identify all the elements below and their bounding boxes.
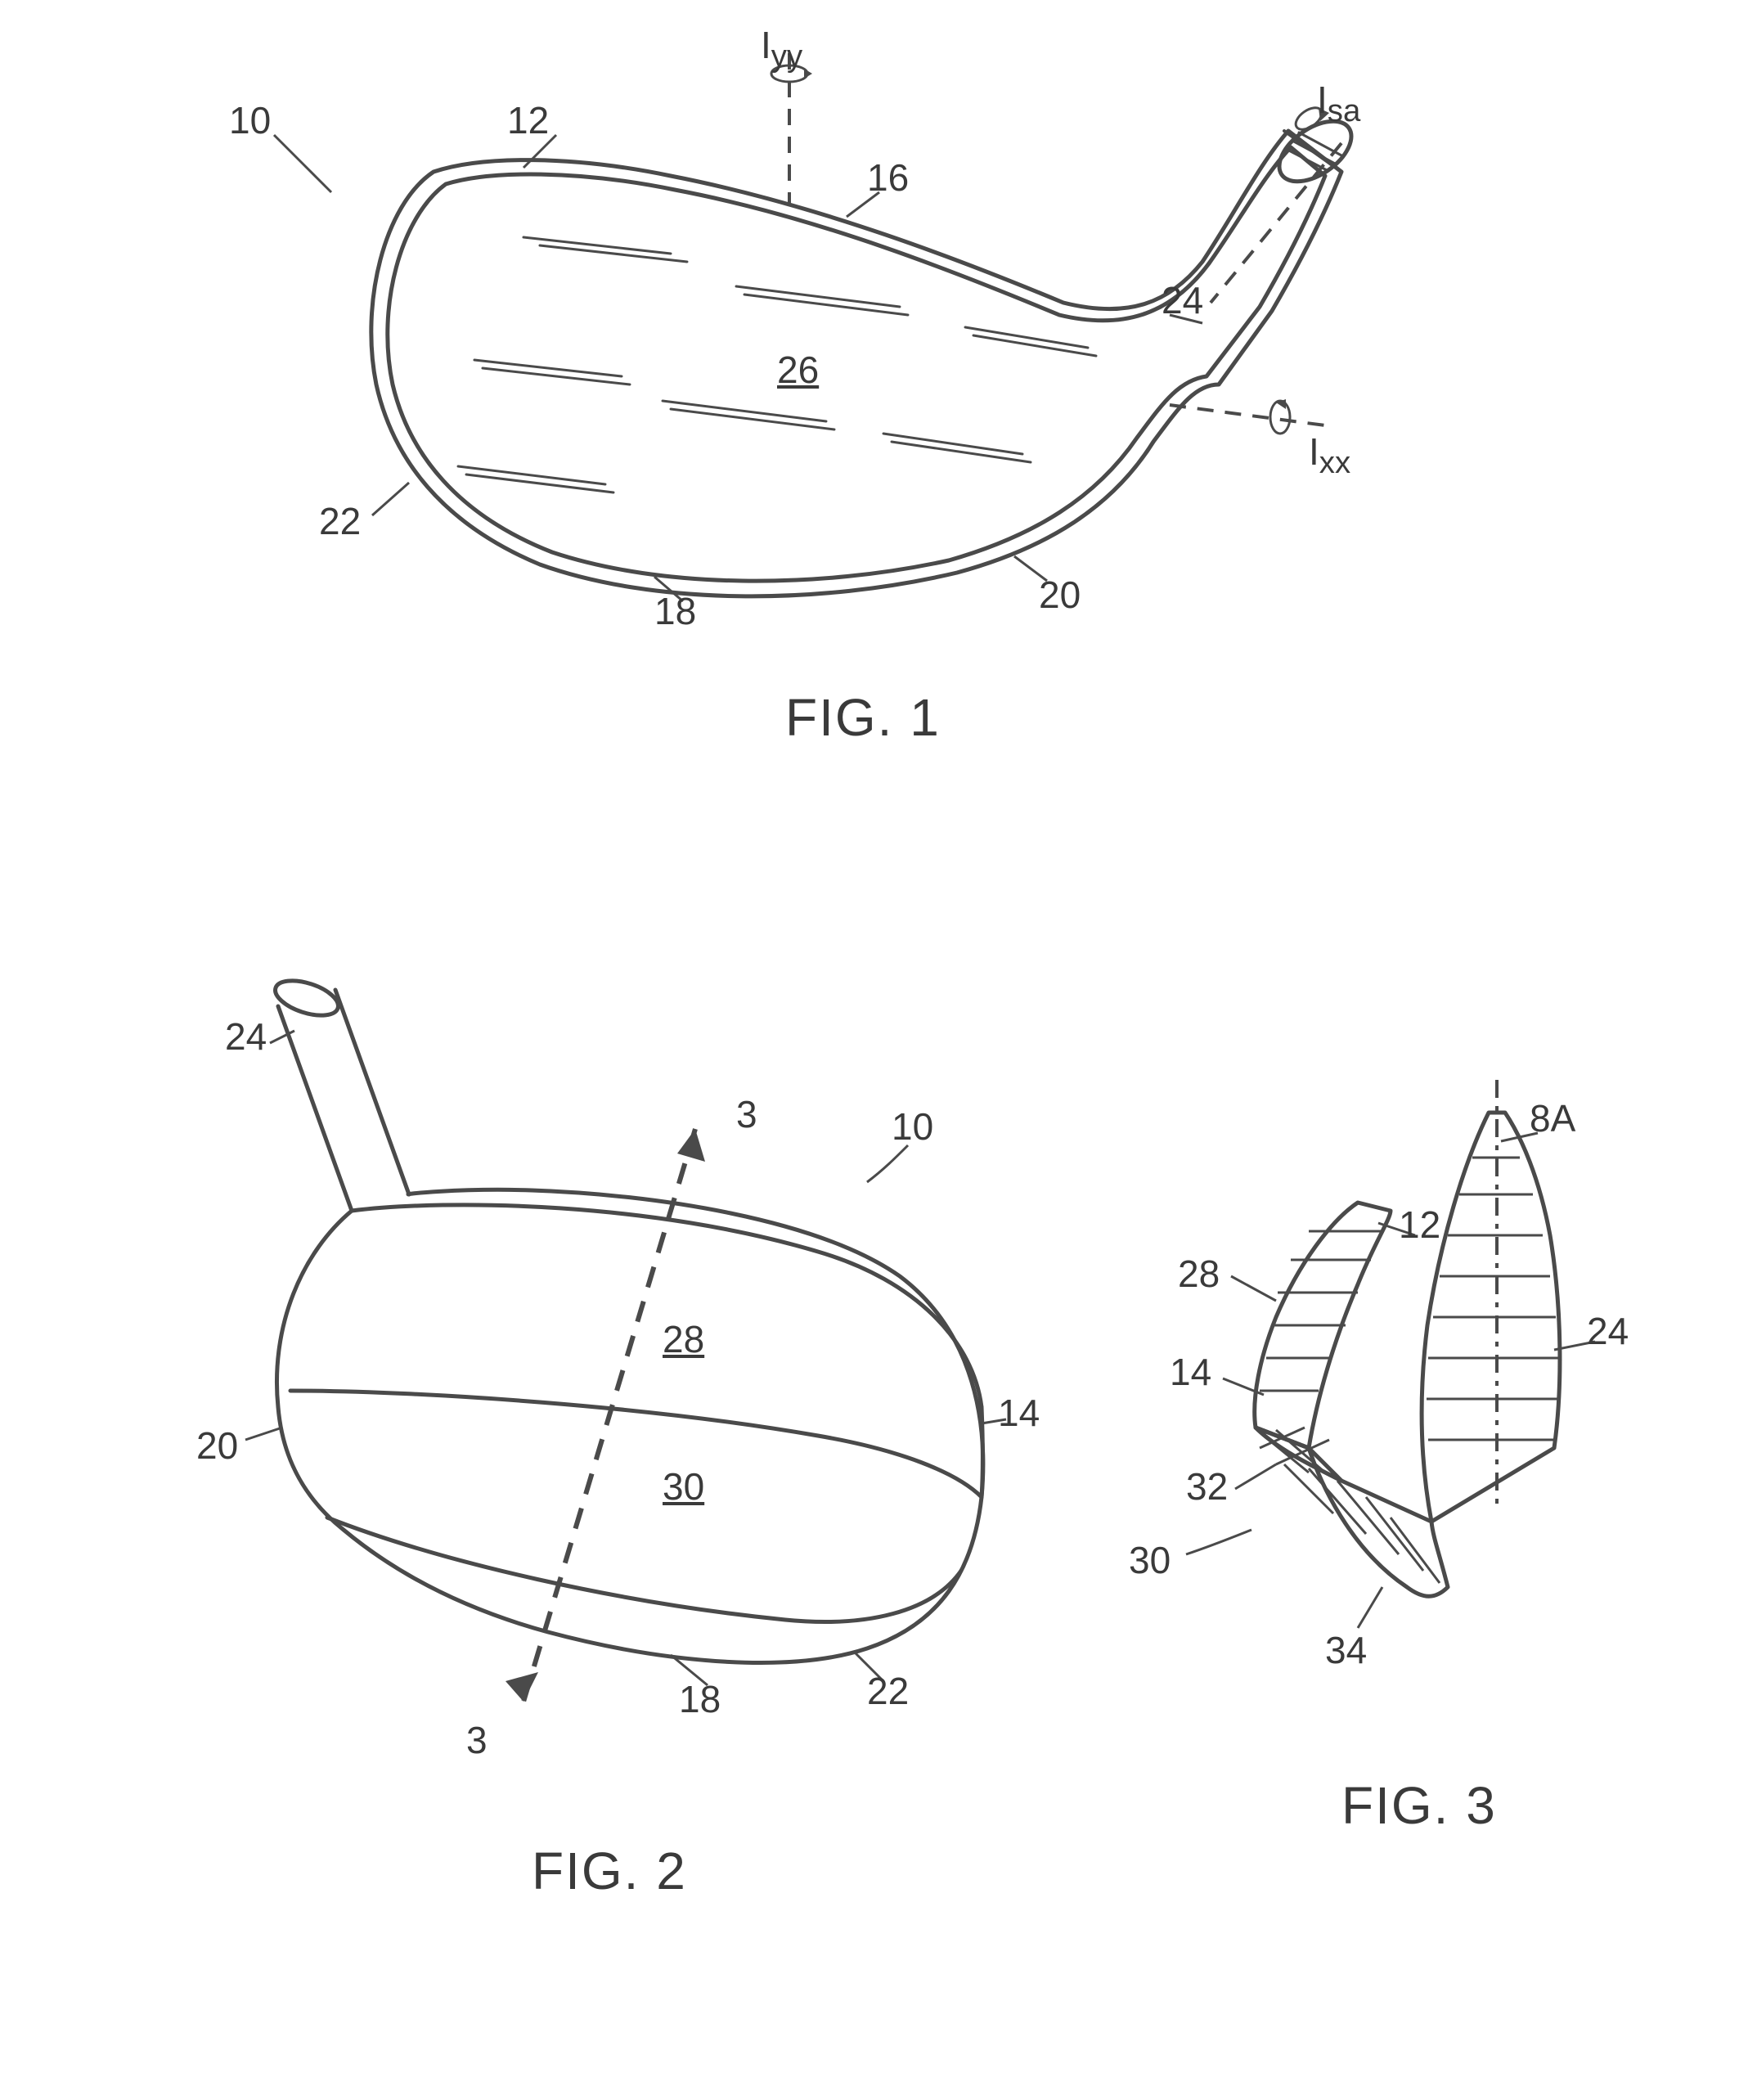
ref-24-fig2: 24 [225, 1014, 267, 1059]
ref-24-fig1: 24 [1162, 278, 1203, 322]
ref-14-fig2: 14 [998, 1391, 1040, 1435]
ref-16-fig1: 16 [867, 155, 909, 200]
fig1-caption: FIG. 1 [785, 687, 941, 748]
ref-10-fig2: 10 [892, 1104, 933, 1149]
axis-Iyy: Iyy [761, 23, 802, 74]
ref-22-fig2: 22 [867, 1669, 909, 1713]
axis-Isa: Isa [1317, 78, 1360, 129]
ref-28-fig2: 28 [663, 1317, 704, 1361]
ref-30-fig3: 30 [1129, 1538, 1171, 1582]
ref-26-fig1: 26 [777, 348, 819, 392]
ref-20-fig2: 20 [196, 1423, 238, 1468]
ref-32-fig3: 32 [1186, 1464, 1228, 1509]
ref-20-fig1: 20 [1039, 573, 1081, 617]
ref-14-fig3: 14 [1170, 1350, 1211, 1394]
ref-12-fig3: 12 [1399, 1203, 1440, 1247]
ref-30-fig2: 30 [663, 1464, 704, 1509]
ref-3a-fig2: 3 [736, 1092, 757, 1136]
axis-Ixx: Ixx [1309, 429, 1350, 481]
ref-28-fig3: 28 [1178, 1252, 1220, 1296]
ref-34-fig3: 34 [1325, 1628, 1367, 1672]
fig3-caption: FIG. 3 [1341, 1775, 1497, 1836]
patent-figure-sheet: 10 12 16 24 26 22 18 20 Iyy Isa Ixx FIG.… [0, 0, 1757, 2100]
ref-3b-fig2: 3 [466, 1718, 488, 1762]
fig3-section [1255, 1113, 1560, 1596]
ref-24-fig3: 24 [1587, 1309, 1629, 1353]
ref-10-fig1: 10 [229, 98, 271, 142]
ref-18-fig1: 18 [654, 589, 696, 633]
fig2-clubhead [271, 974, 982, 1663]
ref-8A-fig3: 8A [1530, 1096, 1575, 1140]
ref-12-fig1: 12 [507, 98, 549, 142]
ref-22-fig1: 22 [319, 499, 361, 543]
fig2-caption: FIG. 2 [532, 1841, 687, 1901]
ref-18-fig2: 18 [679, 1677, 721, 1721]
